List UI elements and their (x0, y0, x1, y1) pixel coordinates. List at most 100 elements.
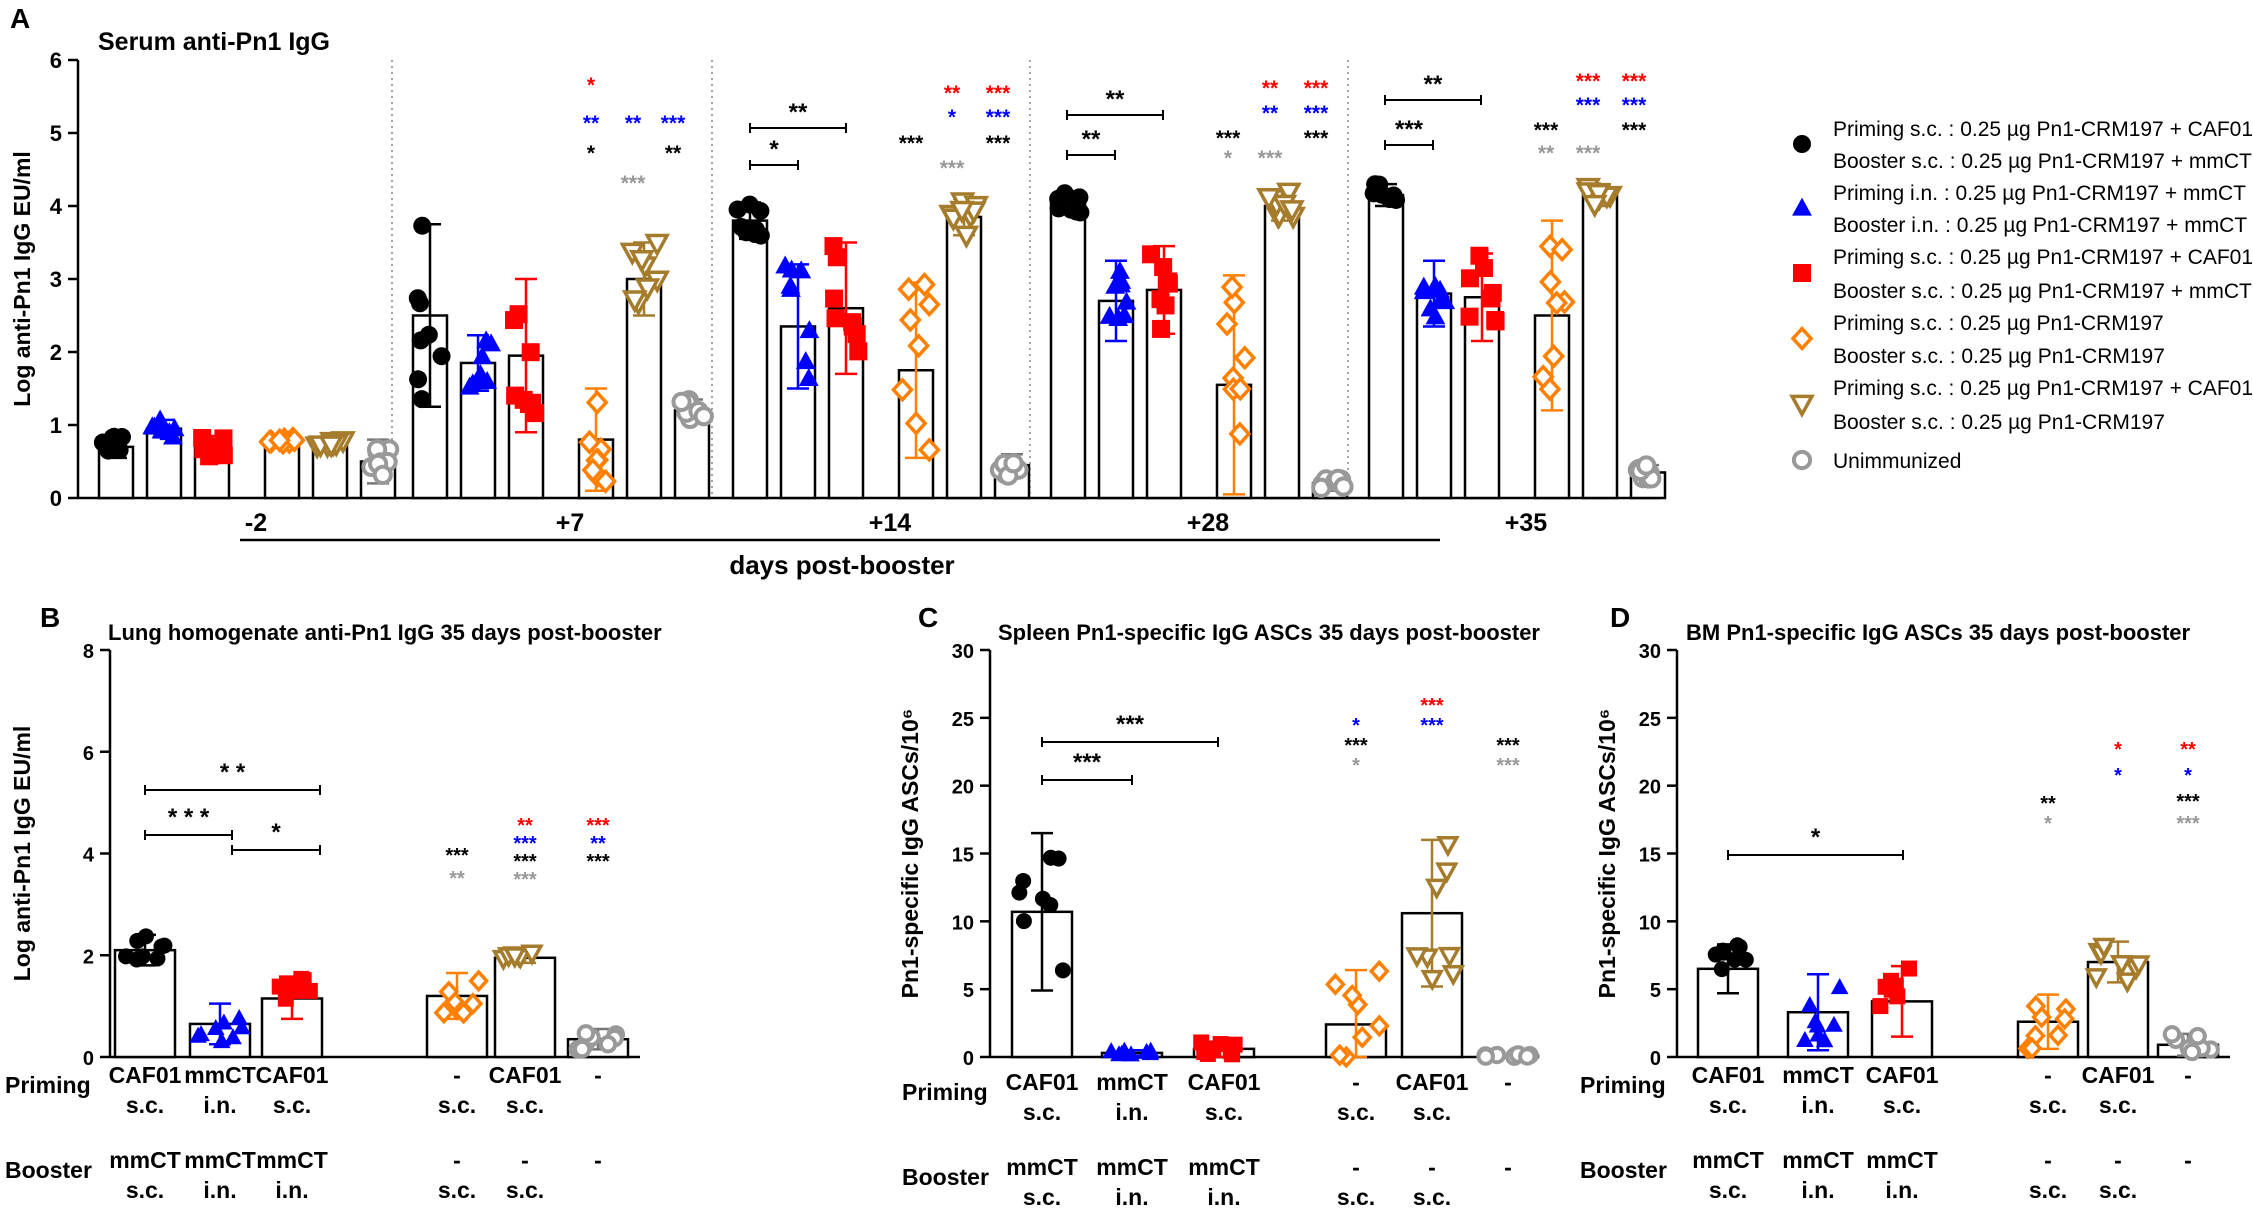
booster-adjuvant: mmCT (1096, 1154, 1168, 1180)
priming-route: s.c. (1883, 1092, 1921, 1118)
y-tick-label: 30 (952, 641, 974, 663)
data-point (1102, 1042, 1120, 1059)
data-point (825, 289, 844, 308)
data-point (581, 457, 605, 483)
y-tick-label: 0 (963, 1048, 974, 1070)
priming-adjuvant: - (1504, 1069, 1512, 1095)
data-point (740, 195, 759, 214)
significance-label: *** (986, 132, 1011, 155)
panel-a: A Serum anti-Pn1 IgG 0 1 2 3 4 5 6 Log anti-Pn1 I… (9, 3, 1667, 580)
significance-label: ** (583, 112, 600, 135)
significance-label: * (1224, 147, 1233, 170)
data-point (1801, 996, 1819, 1013)
panel-label: B (40, 602, 60, 633)
data-point (1279, 200, 1305, 224)
significance-label: ** (2180, 739, 2196, 761)
data-point (1152, 319, 1171, 338)
booster-route: i.n. (203, 1177, 236, 1203)
data-point (268, 427, 291, 453)
booster-route: s.c. (1023, 1184, 1061, 1210)
significance-label: *** (2176, 791, 2200, 813)
legend-text: Unimmunized (1833, 450, 1961, 473)
data-point (509, 305, 528, 324)
data-point (693, 406, 714, 427)
data-point (1636, 455, 1657, 476)
significance-label: *** (1420, 715, 1444, 737)
data-point (93, 433, 112, 452)
significance-label: *** (586, 851, 610, 873)
data-point (2025, 994, 2047, 1018)
data-point (1141, 1041, 1160, 1058)
data-point (1518, 1047, 1537, 1066)
data-point (1325, 972, 1346, 996)
significance-label: * (1352, 715, 1360, 737)
data-point (1883, 979, 1900, 996)
booster-route: i.n. (275, 1177, 308, 1203)
booster-adjuvant: - (594, 1147, 602, 1173)
data-point (1099, 305, 1120, 324)
priming-adjuvant: CAF01 (489, 1062, 562, 1088)
y-tick-label: 25 (1639, 709, 1661, 731)
booster-route: i.n. (1115, 1184, 1148, 1210)
data-point (1531, 364, 1555, 390)
data-point (503, 947, 527, 969)
data-point (277, 990, 294, 1007)
booster-adjuvant: mmCT (1866, 1147, 1938, 1173)
priming-route: i.n. (1801, 1092, 1834, 1118)
priming-adjuvant: mmCT (184, 1062, 256, 1088)
data-point (827, 248, 846, 267)
y-tick-label: 0 (83, 1048, 94, 1070)
significance-label: *** (1304, 102, 1329, 125)
data-point (2182, 1042, 2202, 1062)
priming-route: s.c. (126, 1092, 164, 1118)
significance-label: *** (1576, 70, 1601, 93)
priming-adjuvant: CAF01 (1188, 1069, 1261, 1095)
data-point (438, 980, 460, 1004)
significance-label: *** (661, 112, 686, 135)
significance-label: *** (986, 106, 1011, 129)
booster-route: s.c. (1337, 1184, 1375, 1210)
significance-label: * (271, 819, 281, 846)
data-point (1542, 343, 1566, 369)
legend-text: Booster s.c. : 0.25 µg Pn1-CRM197 (1833, 345, 2165, 368)
booster-route: s.c. (1413, 1184, 1451, 1210)
priming-adjuvant: CAF01 (109, 1062, 182, 1088)
chart-title: Serum anti-Pn1 IgG (98, 28, 330, 56)
priming-adjuvant: CAF01 (1866, 1062, 1939, 1088)
data-point (1228, 376, 1252, 402)
x-axis-label: days post-booster (729, 550, 954, 580)
data-point (283, 427, 306, 453)
data-point (904, 410, 928, 436)
data-point (2127, 955, 2151, 977)
data-point (849, 342, 868, 361)
bar (1581, 193, 1619, 500)
data-point (799, 320, 820, 339)
data-point (826, 309, 845, 328)
booster-adjuvant: mmCT (1692, 1147, 1764, 1173)
data-point (215, 1013, 233, 1030)
priming-route: s.c. (1337, 1099, 1375, 1125)
data-point (751, 226, 770, 245)
data-point (1585, 183, 1612, 208)
booster-adjuvant: - (1352, 1154, 1360, 1180)
data-point (153, 938, 170, 955)
data-point (372, 464, 393, 486)
data-point (521, 343, 540, 362)
data-point (594, 468, 617, 494)
significance-label: *** (1496, 735, 1520, 757)
booster-route: s.c. (506, 1177, 544, 1203)
data-point (1157, 273, 1176, 292)
y-axis-label: Log anti-Pn1 IgG EU/ml (9, 151, 35, 407)
legend-text: Booster i.n. : 0.25 µg Pn1-CRM197 + mmCT (1833, 214, 2247, 237)
priming-adjuvant: mmCT (1782, 1062, 1854, 1088)
legend-text: Priming i.n. : 0.25 µg Pn1-CRM197 + mmCT (1833, 182, 2246, 205)
data-point (224, 1028, 242, 1045)
data-point (1581, 194, 1608, 219)
booster-adjuvant: - (2184, 1147, 2192, 1173)
x-tick-label: -2 (245, 509, 267, 537)
booster-adjuvant: - (2114, 1147, 2122, 1173)
priming-route: s.c. (1413, 1099, 1451, 1125)
data-point (949, 200, 975, 225)
data-point (1460, 307, 1479, 326)
data-point (1539, 269, 1562, 295)
